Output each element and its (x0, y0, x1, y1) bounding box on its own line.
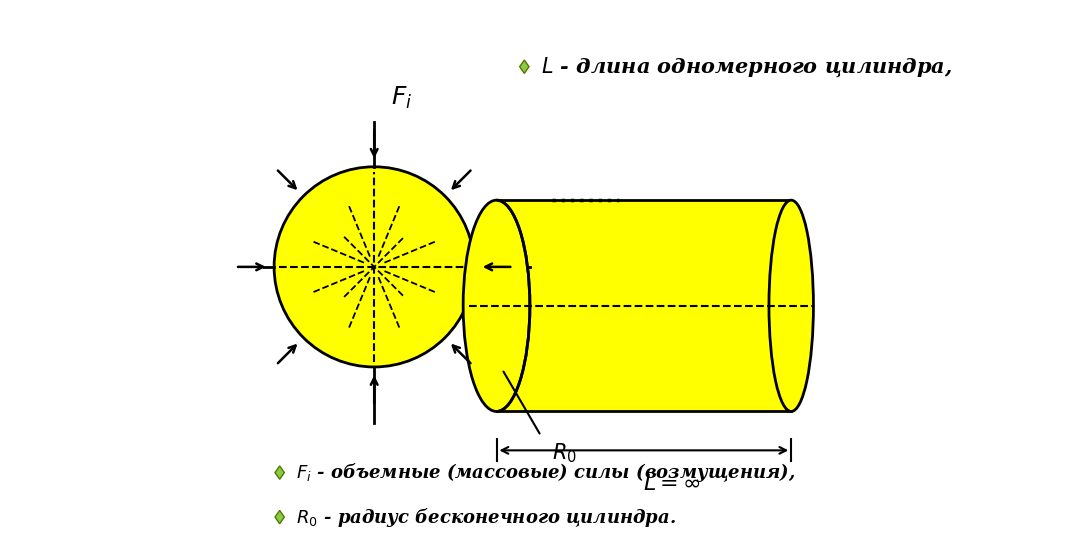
Ellipse shape (463, 200, 530, 411)
Text: $F_i$ - объемные (массовые) силы (возмущения),: $F_i$ - объемные (массовые) силы (возмущ… (296, 461, 795, 484)
Circle shape (274, 167, 474, 367)
FancyBboxPatch shape (497, 200, 791, 411)
Polygon shape (275, 510, 285, 524)
Text: $R_0$ - радиус бесконечного цилиндра.: $R_0$ - радиус бесконечного цилиндра. (296, 505, 676, 529)
Ellipse shape (769, 200, 814, 411)
Text: $L$ - длина одномерного цилиндра,: $L$ - длина одномерного цилиндра, (541, 55, 952, 78)
Text: $F_i$: $F_i$ (392, 85, 412, 111)
Text: $R_0$: $R_0$ (552, 441, 577, 465)
Text: $L = \infty$: $L = \infty$ (643, 473, 700, 495)
Polygon shape (519, 60, 529, 73)
Polygon shape (275, 466, 285, 479)
